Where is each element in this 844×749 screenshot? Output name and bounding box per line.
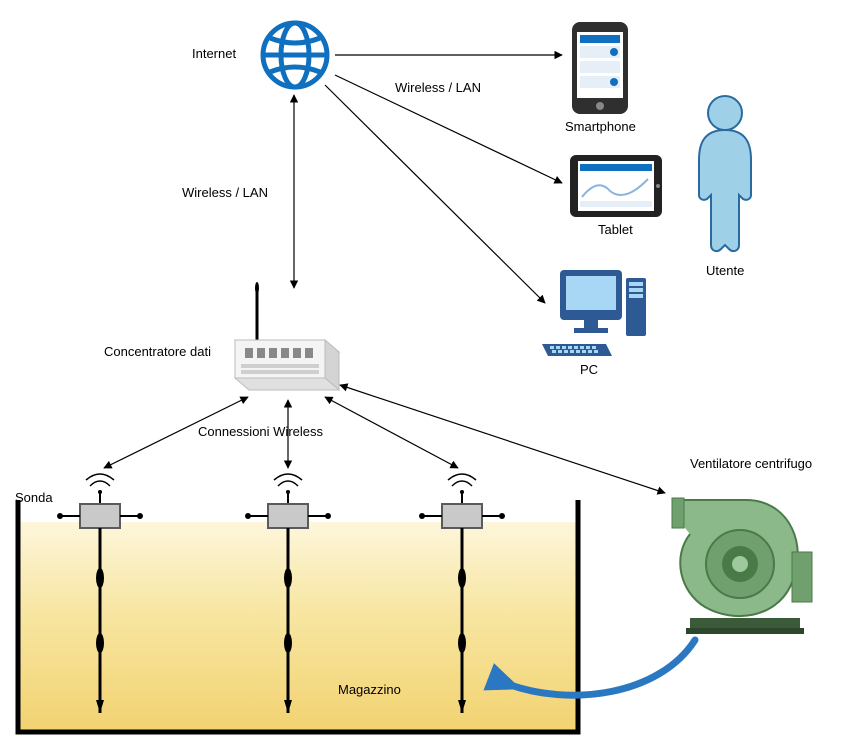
probe-1 <box>57 474 143 713</box>
probe-3 <box>419 474 505 713</box>
internet-globe-icon <box>263 23 327 87</box>
fan-icon <box>672 498 812 634</box>
sonda-label: Sonda <box>15 490 53 505</box>
pc-icon <box>542 270 646 356</box>
airflow-arrow <box>505 640 695 695</box>
tablet-label: Tablet <box>598 222 633 237</box>
wireless-lan-top-label: Wireless / LAN <box>395 80 481 95</box>
pc-label: PC <box>580 362 598 377</box>
magazzino-container <box>18 500 578 732</box>
smartphone-icon <box>572 22 628 114</box>
user-icon <box>699 96 751 251</box>
utente-label: Utente <box>706 263 744 278</box>
concentrator-icon <box>235 282 339 390</box>
tablet-icon <box>570 155 662 217</box>
magazzino-label: Magazzino <box>338 682 401 697</box>
probe-2 <box>245 474 331 713</box>
connessioni-wireless-label: Connessioni Wireless <box>198 424 323 439</box>
internet-label: Internet <box>192 46 236 61</box>
wireless-lan-left-label: Wireless / LAN <box>182 185 268 200</box>
concentratore-label: Concentratore dati <box>104 344 211 359</box>
smartphone-label: Smartphone <box>565 119 636 134</box>
diagram-canvas <box>0 0 844 749</box>
ventilatore-label: Ventilatore centrifugo <box>690 456 812 471</box>
